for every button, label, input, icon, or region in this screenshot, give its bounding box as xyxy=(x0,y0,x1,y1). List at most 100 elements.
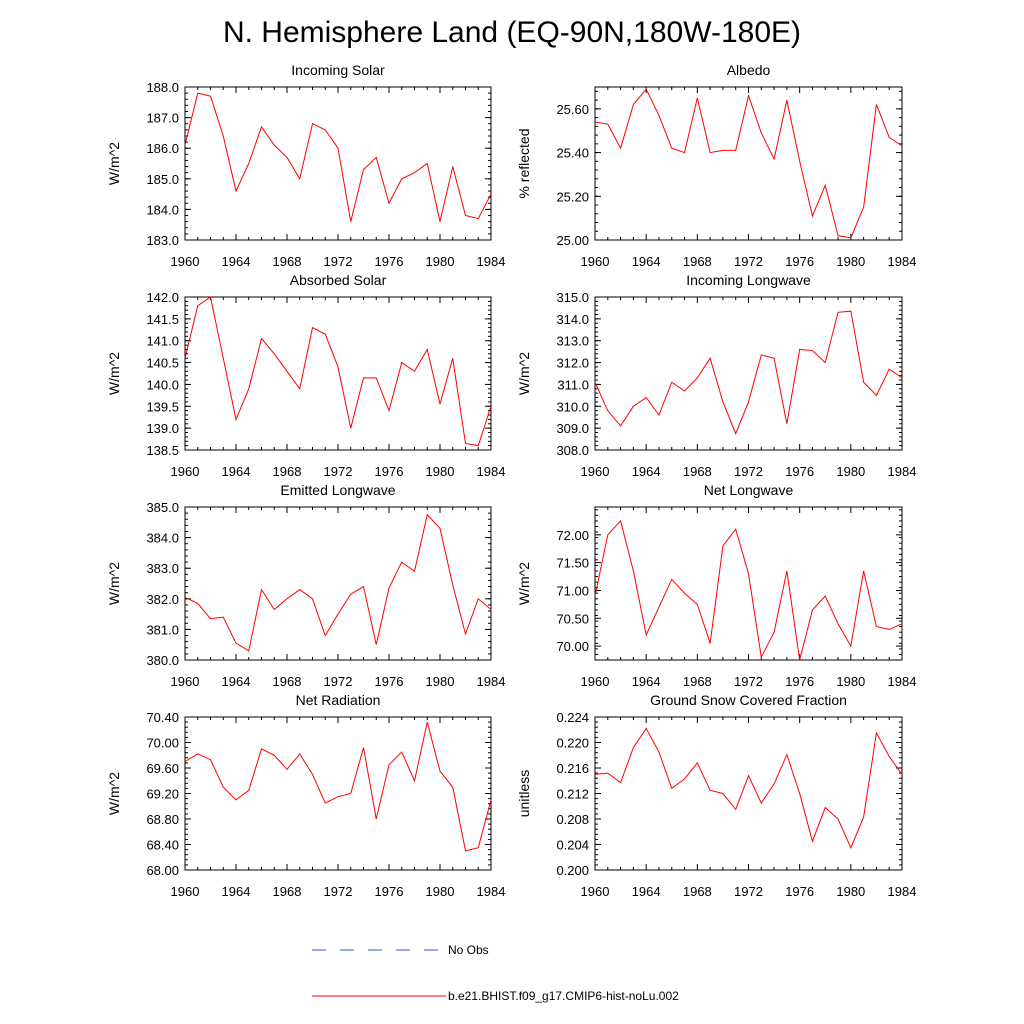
x-tick-label: 1972 xyxy=(734,884,763,899)
x-tick-label: 1976 xyxy=(785,674,814,689)
y-tick-label: 69.60 xyxy=(146,761,179,776)
panel-title: Emitted Longwave xyxy=(280,482,395,498)
y-tick-label: 139.0 xyxy=(146,421,179,436)
y-tick-label: 184.0 xyxy=(146,202,179,217)
y-axis-label: W/m^2 xyxy=(516,562,532,605)
x-tick-label: 1968 xyxy=(273,674,302,689)
plot-frame xyxy=(594,716,903,871)
series-line-incoming-longwave xyxy=(594,310,903,435)
y-tick-label: 380.0 xyxy=(146,653,179,668)
legend-label-no-obs: No Obs xyxy=(448,943,489,957)
x-tick-label: 1964 xyxy=(222,674,251,689)
x-tick-label: 1976 xyxy=(785,884,814,899)
y-axis-label: W/m^2 xyxy=(106,562,122,605)
y-tick-label: 141.5 xyxy=(146,312,179,327)
y-tick-label: 385.0 xyxy=(146,500,179,515)
y-tick-label: 68.80 xyxy=(146,812,179,827)
y-tick-label: 70.00 xyxy=(556,639,589,654)
panel-title: Incoming Longwave xyxy=(686,272,811,288)
y-tick-label: 70.00 xyxy=(146,736,179,751)
y-tick-label: 140.0 xyxy=(146,377,179,392)
x-tick-label: 1972 xyxy=(734,254,763,269)
panel-title: Net Radiation xyxy=(296,692,381,708)
series-line-albedo xyxy=(594,88,903,239)
y-tick-label: 71.50 xyxy=(556,556,589,571)
x-tick-label: 1972 xyxy=(324,674,353,689)
plot-frame xyxy=(184,506,492,661)
plot-frame xyxy=(594,86,903,241)
panel-incoming-solar: 1960 1964 1968 1972 1976 1980 1984 183.0 184.0 18… xyxy=(106,62,505,269)
x-tick-label: 1968 xyxy=(683,884,712,899)
x-tick-label: 1972 xyxy=(734,464,763,479)
x-tick-label: 1960 xyxy=(171,884,200,899)
legend: No Obs b.e21.BHIST.f09_g17.CMIP6-hist-no… xyxy=(312,943,679,1003)
x-tick-label: 1980 xyxy=(836,254,865,269)
y-tick-label: 68.00 xyxy=(146,863,179,878)
x-tick-label: 1984 xyxy=(888,674,917,689)
x-tick-label: 1968 xyxy=(273,254,302,269)
x-tick-label: 1960 xyxy=(581,674,610,689)
x-tick-label: 1972 xyxy=(324,254,353,269)
x-tick-label: 1964 xyxy=(632,674,661,689)
x-tick-label: 1976 xyxy=(375,254,404,269)
x-tick-label: 1964 xyxy=(222,884,251,899)
y-axis-label: W/m^2 xyxy=(106,772,122,815)
y-tick-label: 0.224 xyxy=(556,710,589,725)
y-tick-label: 384.0 xyxy=(146,531,179,546)
y-tick-label: 72.00 xyxy=(556,528,589,543)
y-tick-label: 70.40 xyxy=(146,710,179,725)
x-tick-label: 1968 xyxy=(273,464,302,479)
x-tick-label: 1984 xyxy=(888,464,917,479)
y-tick-label: 69.20 xyxy=(146,787,179,802)
y-tick-label: 138.5 xyxy=(146,443,179,458)
x-tick-label: 1960 xyxy=(581,464,610,479)
x-tick-label: 1964 xyxy=(222,464,251,479)
y-tick-label: 140.5 xyxy=(146,356,179,371)
x-tick-label: 1968 xyxy=(273,884,302,899)
panel-net-longwave: 1960 1964 1968 1972 1976 1980 1984 70.00 70.50 71… xyxy=(516,482,916,689)
panel-title: Ground Snow Covered Fraction xyxy=(650,692,847,708)
plot-frame xyxy=(184,86,492,241)
x-tick-label: 1976 xyxy=(375,464,404,479)
series-line-incoming-solar xyxy=(184,92,492,222)
y-tick-label: 141.0 xyxy=(146,334,179,349)
panel-incoming-longwave: 1960 1964 1968 1972 1976 1980 1984 308.0 309.0 31… xyxy=(516,272,916,479)
x-tick-label: 1984 xyxy=(477,884,506,899)
panel-net-radiation: 1960 1964 1968 1972 1976 1980 1984 68.00 68.40 68… xyxy=(106,692,505,899)
series-line-ground-snow-covered-fraction xyxy=(594,727,903,849)
series-line-net-longwave xyxy=(594,519,903,661)
y-axis-label: W/m^2 xyxy=(106,352,122,395)
y-tick-label: 25.20 xyxy=(556,189,589,204)
legend-label-model: b.e21.BHIST.f09_g17.CMIP6-hist-noLu.002 xyxy=(448,989,679,1003)
y-tick-label: 186.0 xyxy=(146,141,179,156)
y-axis-label: W/m^2 xyxy=(516,352,532,395)
x-tick-label: 1964 xyxy=(222,254,251,269)
y-tick-label: 185.0 xyxy=(146,172,179,187)
y-tick-label: 383.0 xyxy=(146,561,179,576)
y-tick-label: 0.200 xyxy=(556,863,589,878)
y-tick-label: 142.0 xyxy=(146,290,179,305)
x-tick-label: 1980 xyxy=(426,884,455,899)
y-tick-label: 309.0 xyxy=(556,421,589,436)
y-tick-label: 313.0 xyxy=(556,334,589,349)
y-tick-label: 315.0 xyxy=(556,290,589,305)
x-tick-label: 1968 xyxy=(683,464,712,479)
y-tick-label: 188.0 xyxy=(146,80,179,95)
x-tick-label: 1972 xyxy=(324,884,353,899)
series-line-net-radiation xyxy=(184,721,492,852)
y-tick-label: 0.212 xyxy=(556,787,589,802)
y-tick-label: 25.60 xyxy=(556,102,589,117)
y-tick-label: 382.0 xyxy=(146,592,179,607)
panel-title: Absorbed Solar xyxy=(290,272,387,288)
x-tick-label: 1980 xyxy=(426,674,455,689)
plot-frame xyxy=(184,296,492,451)
x-tick-label: 1984 xyxy=(888,254,917,269)
x-tick-label: 1964 xyxy=(632,884,661,899)
x-tick-label: 1964 xyxy=(632,464,661,479)
x-tick-label: 1976 xyxy=(785,464,814,479)
panels: 1960 1964 1968 1972 1976 1980 1984 183.0 184.0 18… xyxy=(106,62,916,899)
series-line-emitted-longwave xyxy=(184,513,492,652)
y-tick-label: 314.0 xyxy=(556,312,589,327)
panel-albedo: 1960 1964 1968 1972 1976 1980 1984 25.00 25.20 25… xyxy=(516,62,916,269)
